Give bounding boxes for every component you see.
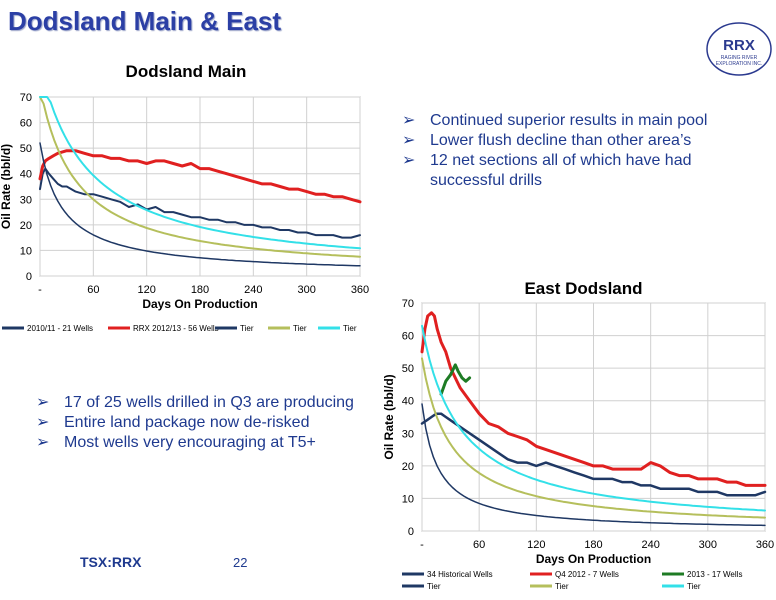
bullet-list-east: ➢ 17 of 25 wells drilled in Q3 are produc… — [36, 393, 356, 453]
bullet-item: ➢ Most wells very encouraging at T5+ — [36, 433, 356, 453]
bullet-item: ➢ 17 of 25 wells drilled in Q3 are produc… — [36, 393, 356, 413]
x-tick-label: - — [38, 284, 42, 296]
logo-swoosh — [706, 22, 772, 76]
y-tick-label: 10 — [20, 245, 32, 257]
series-line-0 — [39, 167, 361, 239]
bullet-text: Most wells very encouraging at T5+ — [64, 434, 316, 451]
series-line-2 — [39, 142, 361, 267]
y-tick-label: 50 — [20, 143, 32, 155]
arrow-bullet-icon: ➢ — [402, 112, 416, 129]
x-tick-label: 60 — [473, 539, 485, 551]
legend-label: Tier — [293, 324, 307, 333]
footer-ticker: TSX:RRX — [80, 554, 142, 570]
series-line-4 — [421, 357, 766, 519]
x-tick-label: 180 — [584, 539, 602, 551]
y-tick-label: 40 — [402, 396, 414, 408]
x-tick-label: - — [420, 539, 424, 551]
arrow-bullet-icon: ➢ — [402, 132, 416, 149]
x-tick-label: 360 — [351, 284, 369, 296]
bullet-item: ➢ 12 net sections all of which have had s… — [402, 151, 742, 191]
bullet-item: ➢ Entire land package now de-risked — [36, 413, 356, 433]
arrow-bullet-icon: ➢ — [36, 434, 50, 451]
series-line-1 — [38, 149, 362, 204]
arrow-bullet-icon: ➢ — [402, 152, 416, 169]
y-tick-label: 30 — [402, 428, 414, 440]
legend-label: Tier — [427, 582, 441, 591]
bullet-text: 17 of 25 wells drilled in Q3 are produci… — [64, 394, 354, 411]
y-tick-label: 60 — [20, 118, 32, 130]
x-tick-label: 300 — [699, 539, 717, 551]
chart-title: Dodsland Main — [126, 62, 247, 81]
legend-label: 2010/11 - 21 Wells — [27, 324, 93, 333]
x-tick-label: 60 — [87, 284, 99, 296]
y-tick-label: 30 — [20, 194, 32, 206]
y-tick-label: 70 — [20, 92, 32, 104]
y-tick-label: 20 — [402, 461, 414, 473]
legend-label: Tier — [687, 582, 701, 591]
legend-label: Tier — [555, 582, 569, 591]
legend-label: 2013 - 17 Wells — [687, 570, 742, 579]
bullet-text: Lower flush decline than other area’s — [430, 132, 692, 149]
y-tick-label: 0 — [408, 526, 414, 538]
logo-tagline-1: RAGING RIVER — [721, 55, 758, 61]
slide-title: Dodsland Main & East — [8, 6, 282, 36]
logo-tagline-2: EXPLORATION INC. — [716, 61, 763, 67]
series-line-4 — [39, 96, 361, 250]
y-tick-label: 0 — [26, 271, 32, 283]
bullet-item: ➢ Lower flush decline than other area’s — [402, 131, 742, 151]
x-tick-label: 240 — [641, 539, 659, 551]
y-tick-label: 70 — [402, 298, 414, 310]
east-dodsland-chart: East Dodsland 0 10 20 30 40 50 60 70 - 60 120 180 240… — [382, 279, 774, 591]
y-tick-label: 60 — [402, 331, 414, 343]
y-tick-label: 40 — [20, 169, 32, 181]
y-tick-label: 20 — [20, 220, 32, 232]
x-tick-label: 120 — [137, 284, 155, 296]
bullet-text: 12 net sections all of which have had su… — [430, 152, 692, 189]
arrow-bullet-icon: ➢ — [36, 394, 50, 411]
x-axis-label: Days On Production — [536, 552, 651, 566]
x-tick-label: 360 — [756, 539, 774, 551]
series-line-2 — [439, 363, 472, 396]
legend-label: 34 Historical Wells — [427, 570, 493, 579]
bullet-text: Continued superior results in main pool — [430, 112, 708, 129]
y-axis-label: Oil Rate (bbl/d) — [382, 374, 396, 459]
series-line-3 — [421, 403, 766, 527]
series-line-5 — [421, 324, 766, 512]
y-tick-label: 10 — [402, 493, 414, 505]
series-line-1 — [420, 311, 767, 487]
legend-label: Q4 2012 - 7 Wells — [555, 570, 619, 579]
x-axis-label: Days On Production — [142, 297, 257, 311]
bullet-item: ➢ Continued superior results in main pool — [402, 111, 742, 131]
dodsland-main-chart: Dodsland Main 0 10 20 30 40 50 60 70 - 60 120 180 240… — [0, 62, 369, 333]
x-tick-label: 300 — [297, 284, 315, 296]
series-line-3 — [39, 96, 361, 258]
x-tick-label: 120 — [527, 539, 545, 551]
chart-title: East Dodsland — [524, 279, 642, 298]
bullet-text: Entire land package now de-risked — [64, 414, 310, 431]
x-tick-label: 240 — [244, 284, 262, 296]
x-tick-label: 180 — [191, 284, 209, 296]
page-number: 22 — [233, 555, 248, 570]
y-tick-label: 50 — [402, 363, 414, 375]
legend-label: Tier — [343, 324, 357, 333]
arrow-bullet-icon: ➢ — [36, 414, 50, 431]
y-axis-label: Oil Rate (bbl/d) — [0, 144, 13, 229]
logo-text: RRX — [723, 37, 755, 54]
legend-label: RRX 2012/13 - 56 Wells — [133, 324, 219, 333]
series-line-0 — [420, 412, 767, 497]
legend-label: Tier — [240, 324, 254, 333]
company-logo: RRX RAGING RIVER EXPLORATION INC. — [706, 22, 772, 76]
bullet-list-main: ➢ Continued superior results in main pool… — [402, 111, 742, 191]
